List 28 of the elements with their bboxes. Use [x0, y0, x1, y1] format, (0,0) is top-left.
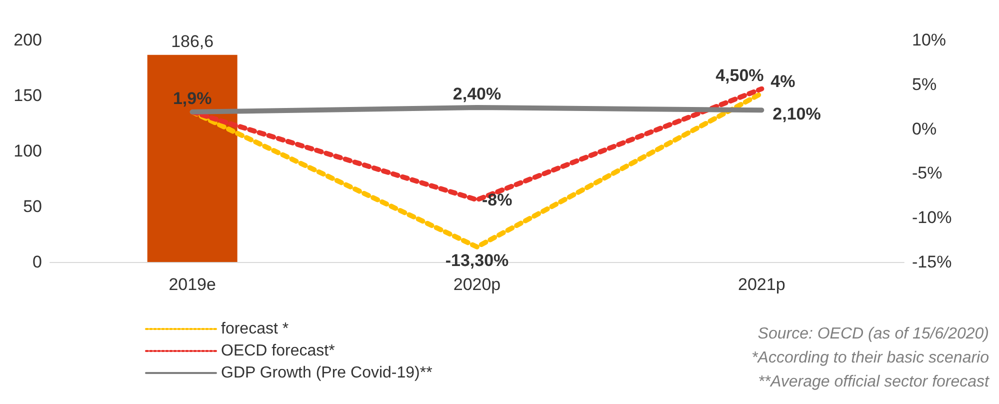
data-label: -8%	[482, 190, 512, 210]
y-tick-label: 50	[23, 197, 42, 216]
data-label: 2,10%	[772, 104, 821, 124]
data-label: -13,30%	[445, 250, 509, 270]
data-label: 4,50%	[716, 66, 764, 85]
data-label: 4%	[770, 72, 796, 91]
y2-tick-label: 0%	[912, 119, 937, 138]
legend-label: OECD forecast*	[221, 342, 335, 360]
y-tick-label: 150	[14, 86, 42, 105]
y2-tick-label: 5%	[912, 74, 937, 94]
legend-label: GDP Growth (Pre Covid-19)**	[221, 364, 432, 382]
source-note: Source: OECD (as of 15/6/2020)	[758, 326, 989, 342]
text: *According to their basic scenario	[752, 350, 990, 366]
x-tick-label: 2020p	[453, 275, 501, 294]
data-label: 2,40%	[452, 84, 502, 104]
legend-label: forecast *	[221, 320, 289, 338]
text: **Average official sector forecast	[758, 374, 990, 390]
y2-tick-label: 10%	[912, 30, 946, 50]
y-tick-label: 0	[32, 252, 42, 272]
y2-tick-label: -10%	[912, 208, 952, 228]
y2-tick-label: -5%	[912, 164, 942, 183]
y2-tick-label: -15%	[912, 252, 952, 272]
data-label: 186,6	[171, 32, 214, 51]
y-tick-label: 100	[14, 142, 42, 160]
x-tick-label: 2019e	[168, 275, 216, 294]
y-tick-label: 200	[14, 30, 42, 50]
data-label: 1,9%	[172, 88, 212, 108]
x-tick-label: 2021p	[738, 275, 786, 294]
